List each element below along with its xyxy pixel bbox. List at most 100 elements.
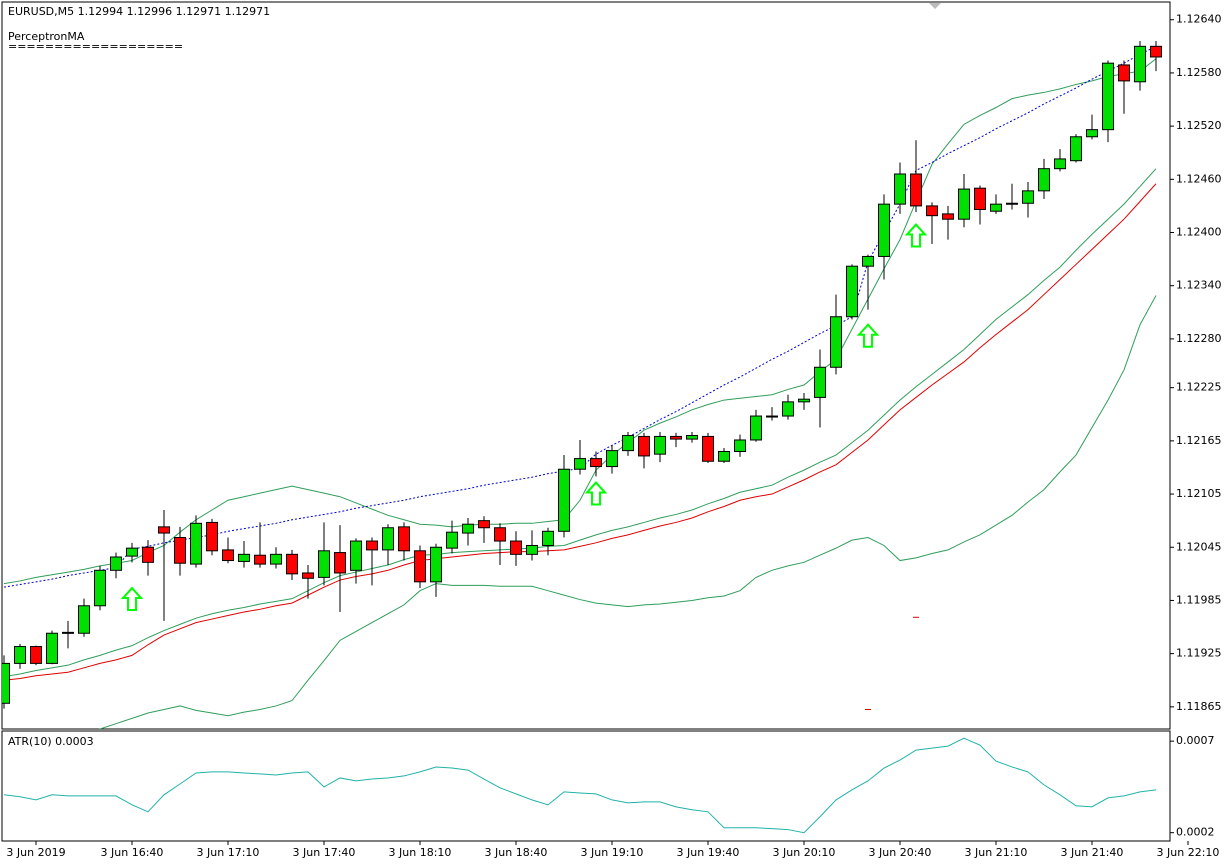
signal-arrow [904, 223, 928, 248]
atr-title: ATR(10) 0.0003 [8, 735, 94, 748]
candle-body [654, 435, 666, 455]
candle-body [222, 549, 234, 562]
y-tick-label: 1.12580 [1176, 66, 1222, 79]
candle-body [238, 553, 250, 562]
x-tick-label: 3 Jun 17:10 [197, 846, 260, 859]
indicator-name: PerceptronMA [8, 30, 85, 43]
candle-body [590, 458, 602, 468]
candle-body [494, 527, 506, 542]
signal-arrow [856, 323, 880, 348]
candle-body [974, 187, 986, 210]
candle-body [574, 458, 586, 470]
candle-body [126, 547, 138, 557]
candle-body [478, 520, 490, 529]
candle-body [846, 265, 858, 318]
x-tick-label: 3 Jun 19:40 [677, 846, 740, 859]
candle-body [286, 553, 298, 575]
x-tick-label: 3 Jun 2019 [6, 846, 65, 859]
y-tick-label: 1.12045 [1176, 540, 1222, 553]
y-tick-label: 1.12460 [1176, 172, 1222, 185]
candle-body [1134, 45, 1146, 83]
candle-body [430, 546, 442, 583]
candle-body [94, 569, 106, 607]
candle-body [1086, 129, 1098, 138]
candle-body [254, 554, 266, 565]
y-tick-label: 1.12165 [1176, 434, 1222, 447]
indicator-y-tick-label: 0.0007 [1176, 734, 1215, 747]
candle-body [1150, 45, 1162, 58]
candle-body [606, 450, 618, 468]
atr-line [3, 737, 1157, 834]
axes: 1.12640 1.12580 1.12520 1.12460 1.12400 1.123… [6, 13, 1221, 859]
candle-body [14, 646, 26, 664]
candle-body [206, 521, 218, 552]
candle-body [510, 540, 522, 555]
candle-body [894, 173, 906, 205]
candle-body [638, 435, 650, 457]
candle-body [30, 646, 42, 664]
y-tick-label: 1.11985 [1176, 593, 1222, 606]
candle-body [830, 316, 842, 368]
candle-body [670, 435, 682, 440]
candle-body [686, 435, 698, 440]
candle-body [926, 205, 938, 217]
candle-body [1006, 202, 1018, 205]
indicator-plot [3, 737, 1157, 834]
y-tick-label: 1.12640 [1176, 13, 1222, 26]
candle-body [446, 531, 458, 549]
chart-title: EURUSD,M5 1.12994 1.12996 1.12971 1.1297… [8, 5, 270, 18]
indicator-line [98, 295, 1157, 729]
candle-body [718, 450, 730, 462]
signal-arrow [120, 586, 144, 612]
candle-body [110, 556, 122, 571]
candle-body [158, 526, 170, 534]
candle-body [62, 631, 74, 634]
y-tick-label: 1.12225 [1176, 381, 1222, 394]
indicator-line [3, 168, 1157, 678]
indicator-line [3, 183, 1157, 681]
candle-body [862, 255, 874, 267]
candle-body [750, 415, 762, 441]
candle-body [46, 632, 58, 664]
chart-shift-marker [929, 3, 941, 9]
candle-body [382, 527, 394, 551]
candle-body [798, 398, 810, 403]
x-tick-label: 3 Jun 18:10 [389, 846, 452, 859]
candle-body [2, 662, 10, 704]
candle-body [334, 552, 346, 574]
indicator-y-tick-label: 0.0002 [1176, 826, 1215, 839]
candle-body [302, 572, 314, 579]
main-plot [2, 41, 1162, 729]
candle-body [1118, 64, 1130, 82]
candle-body [366, 540, 378, 551]
x-tick-label: 3 Jun 20:40 [869, 846, 932, 859]
candle-body [1102, 62, 1114, 131]
candle-body [1054, 158, 1066, 170]
candle-body [702, 435, 714, 462]
signal-arrow [584, 481, 608, 506]
x-tick-label: 3 Jun 17:40 [293, 846, 356, 859]
y-tick-label: 1.12340 [1176, 279, 1222, 292]
candle-body [622, 435, 634, 452]
candle-body [350, 540, 362, 571]
indicator-separator: =================== [8, 40, 183, 53]
x-tick-label: 3 Jun 21:40 [1061, 846, 1124, 859]
indicator-panel-frame [1, 730, 1171, 842]
candle-body [414, 550, 426, 583]
candle-body [990, 203, 1002, 212]
candle-body [190, 522, 202, 565]
candle-body [462, 523, 474, 534]
candle-body [942, 213, 954, 220]
y-tick-label: 1.12400 [1176, 226, 1222, 239]
candle-body [958, 188, 970, 220]
main-panel-frame [1, 1, 1171, 730]
candle-body [398, 526, 410, 552]
candle-body [558, 468, 570, 532]
candle-body [766, 415, 778, 418]
candle-body [1070, 136, 1082, 162]
x-tick-label: 3 Jun 16:40 [101, 846, 164, 859]
x-tick-label: 3 Jun 22:10 [1157, 846, 1220, 859]
